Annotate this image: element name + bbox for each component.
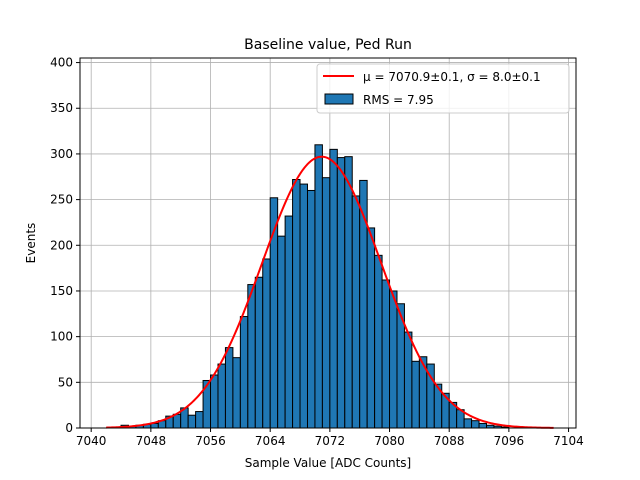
x-tick-label: 7080 <box>374 434 405 448</box>
legend-hist-swatch <box>324 93 354 105</box>
x-tick-label: 7040 <box>76 434 107 448</box>
histogram-bar <box>232 357 241 429</box>
legend-hist-label: RMS = 7.95 <box>363 93 434 107</box>
y-tick-label: 400 <box>50 56 73 70</box>
histogram-bar <box>299 183 308 429</box>
histogram-bar <box>403 331 413 429</box>
x-axis-label: Sample Value [ADC Counts] <box>245 456 411 470</box>
y-tick-label: 250 <box>50 193 73 207</box>
y-axis-ticks: 0 50 100 150 200 250 300 350 400 <box>50 56 80 435</box>
histogram-bar <box>195 411 204 429</box>
histogram-bar <box>344 156 353 429</box>
x-tick-label: 7096 <box>494 434 525 448</box>
y-tick-label: 300 <box>50 147 73 161</box>
gaussian-fit-line <box>106 155 554 429</box>
x-tick-label: 7048 <box>136 434 167 448</box>
histogram-bar <box>478 422 487 429</box>
y-tick-label: 100 <box>50 330 73 344</box>
histogram-bar <box>374 254 383 429</box>
legend-fit-label: μ = 7070.9±0.1, σ = 8.0±0.1 <box>363 70 541 84</box>
chart-title: Baseline value, Ped Run <box>244 37 412 53</box>
x-tick-label: 7088 <box>434 434 465 448</box>
histogram-bar <box>381 279 391 429</box>
y-tick-label: 0 <box>65 421 73 435</box>
histogram-bar <box>172 413 182 429</box>
x-tick-label: 7072 <box>315 434 346 448</box>
histogram-bar <box>247 284 256 429</box>
histogram-bar <box>351 195 361 429</box>
histogram-bar <box>306 189 316 429</box>
histogram-bar <box>336 157 346 429</box>
histogram-bar <box>277 235 286 429</box>
histogram-bar <box>411 360 420 429</box>
histogram-bar <box>292 179 301 429</box>
histogram-bars <box>120 144 510 429</box>
histogram-bar <box>224 347 234 429</box>
legend-box <box>316 63 570 114</box>
histogram-bar <box>366 227 376 429</box>
y-axis-label: Events <box>24 223 38 264</box>
x-tick-label: 7056 <box>195 434 226 448</box>
y-tick-label: 350 <box>50 101 73 115</box>
y-tick-label: 150 <box>50 284 73 298</box>
legend: μ = 7070.9±0.1, σ = 8.0±0.1 RMS = 7.95 <box>316 63 570 114</box>
histogram-bar <box>210 374 219 429</box>
x-axis-ticks: 7040 7048 7056 7064 7072 7080 7088 7096 7104 <box>76 428 584 448</box>
histogram-bar <box>187 414 197 429</box>
y-tick-label: 200 <box>50 238 73 252</box>
histogram-bar <box>463 418 473 429</box>
x-tick-label: 7064 <box>255 434 286 448</box>
histogram-bar <box>314 144 323 429</box>
x-tick-label: 7104 <box>553 434 584 448</box>
histogram-bar <box>284 215 294 429</box>
histogram-bar <box>217 363 226 429</box>
y-tick-label: 50 <box>58 375 73 389</box>
histogram-bar <box>254 276 264 429</box>
histogram-bar <box>262 258 271 429</box>
histogram-bar <box>239 316 249 429</box>
histogram-bar <box>329 148 338 429</box>
plot-frame <box>79 57 577 429</box>
histogram-bar <box>471 420 480 429</box>
histogram-bar <box>321 177 331 429</box>
histogram-bar <box>389 290 398 429</box>
